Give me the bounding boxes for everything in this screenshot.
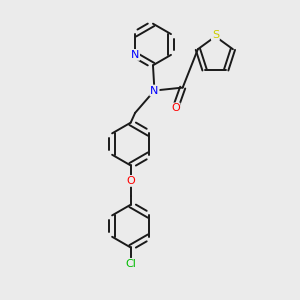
Text: N: N [131, 50, 139, 60]
Text: Cl: Cl [125, 259, 136, 269]
Text: S: S [212, 30, 219, 40]
Text: O: O [171, 103, 180, 113]
Text: N: N [150, 85, 159, 96]
Text: O: O [126, 176, 135, 186]
